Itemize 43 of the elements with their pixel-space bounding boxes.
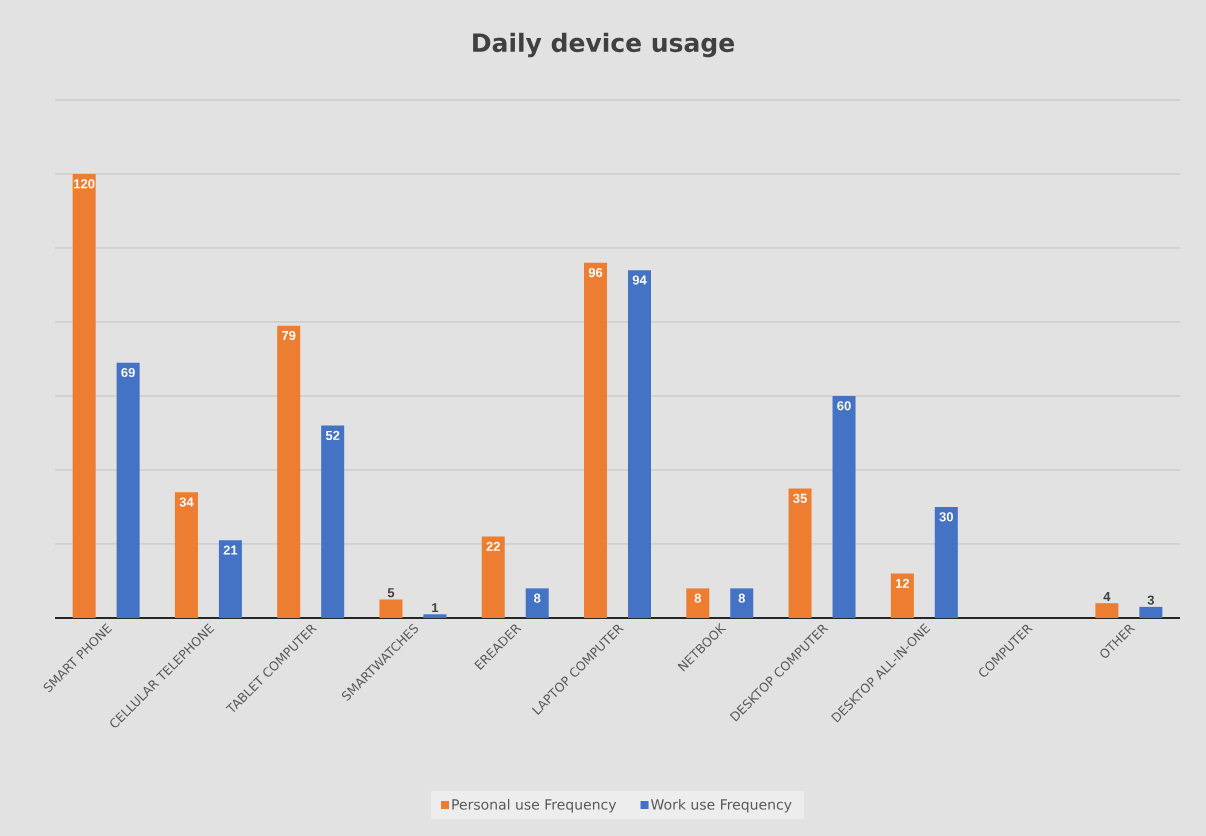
bar bbox=[423, 614, 447, 618]
data-label: 94 bbox=[632, 275, 647, 285]
legend-label: Personal use Frequency bbox=[452, 798, 617, 813]
bar bbox=[730, 588, 754, 618]
bar bbox=[525, 588, 549, 618]
data-label: 35 bbox=[793, 493, 807, 503]
data-label: 1 bbox=[432, 603, 439, 613]
bar bbox=[321, 425, 345, 618]
bar bbox=[890, 573, 914, 618]
data-label: 12 bbox=[895, 578, 910, 588]
data-label: 3 bbox=[1147, 595, 1155, 605]
bar bbox=[72, 173, 96, 618]
data-label: 8 bbox=[738, 593, 745, 603]
data-label: 4 bbox=[1103, 592, 1111, 601]
data-label: 79 bbox=[282, 330, 296, 341]
bar bbox=[277, 325, 301, 618]
bar bbox=[627, 270, 651, 618]
data-label: 69 bbox=[121, 367, 135, 378]
data-label: 21 bbox=[223, 545, 238, 555]
bar bbox=[584, 262, 608, 618]
data-label: 34 bbox=[179, 497, 194, 507]
bar bbox=[788, 488, 812, 618]
bar bbox=[686, 588, 710, 618]
data-label: 5 bbox=[387, 588, 395, 598]
legend-label: Work use Frequency bbox=[651, 798, 792, 813]
bar bbox=[481, 536, 505, 618]
data-label: 30 bbox=[939, 512, 954, 522]
data-label: 52 bbox=[325, 430, 340, 440]
data-label: 22 bbox=[486, 541, 500, 551]
bar bbox=[934, 506, 958, 618]
bar bbox=[218, 540, 242, 618]
bar bbox=[174, 492, 198, 618]
data-label: 60 bbox=[837, 401, 851, 411]
data-label: 96 bbox=[588, 267, 603, 278]
chart-title: Daily device usage bbox=[473, 32, 734, 58]
bar bbox=[1095, 603, 1119, 618]
bar bbox=[116, 362, 140, 618]
bar bbox=[379, 599, 403, 618]
data-label: 120 bbox=[74, 179, 95, 189]
bar bbox=[832, 395, 856, 618]
data-label: 8 bbox=[534, 593, 541, 603]
data-label: 8 bbox=[694, 593, 701, 603]
bar bbox=[1139, 606, 1163, 618]
